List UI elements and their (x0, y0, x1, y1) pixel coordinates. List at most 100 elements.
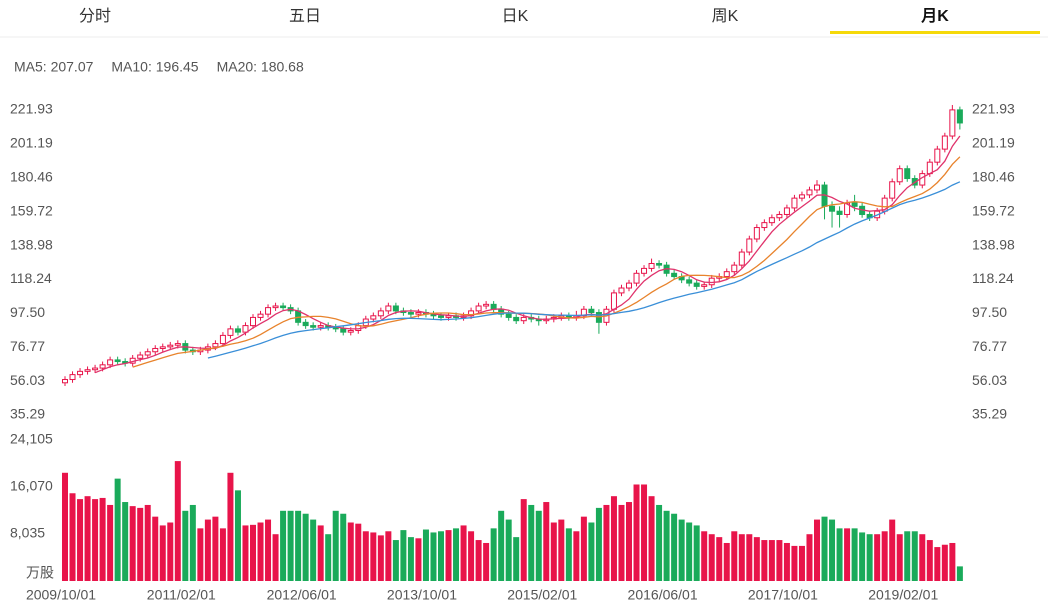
candle-body (889, 181, 896, 199)
volume-bar (603, 504, 610, 581)
volume-bar (340, 513, 347, 581)
volume-tick-label: 16,070 (10, 478, 53, 494)
volume-bar (956, 566, 963, 581)
volume-bar (919, 534, 926, 581)
candle-body (633, 272, 640, 284)
volume-bar (347, 522, 354, 581)
volume-bar (280, 510, 287, 581)
candle-body (219, 334, 226, 345)
x-tick-label: 2017/10/01 (748, 587, 818, 603)
volume-bar (701, 531, 708, 581)
volume-bar (851, 528, 858, 581)
candle-body (618, 287, 625, 294)
volume-bar (265, 519, 272, 581)
y-tick-label-right: 221.93 (972, 101, 1015, 117)
candle-body (167, 344, 174, 348)
ma-line (132, 156, 961, 368)
y-tick-label-right: 35.29 (972, 406, 1007, 422)
candle-body (505, 313, 512, 318)
volume-bar (573, 531, 580, 581)
volume-bar (152, 516, 159, 581)
volume-bar (415, 538, 422, 581)
volume-bar (678, 519, 685, 581)
candle-body (814, 184, 820, 191)
candle-body (896, 168, 903, 183)
y-tick-label-right: 97.50 (972, 304, 1007, 320)
volume-bar (626, 502, 632, 581)
candle-body (723, 271, 730, 278)
volume-bar (325, 534, 332, 581)
volume-bar (746, 534, 753, 581)
candle-body (257, 313, 264, 318)
volume-bar (798, 545, 805, 581)
candle-body (776, 213, 783, 219)
candle-body (174, 343, 181, 346)
candle-body (317, 325, 324, 328)
volume-bar (656, 504, 663, 581)
volume-bar (814, 519, 820, 581)
y-tick-label-right: 56.03 (972, 372, 1007, 388)
volume-bar (407, 537, 414, 581)
candle-body (753, 227, 760, 240)
tab[interactable]: 日K (502, 8, 529, 25)
volume-bar (84, 496, 91, 581)
candle-body (445, 315, 452, 318)
candle-body (302, 321, 309, 327)
candle-body (761, 222, 768, 229)
volume-bar (783, 542, 790, 581)
volume-bar (896, 534, 903, 581)
volume-bar (174, 461, 181, 581)
candle-body (926, 161, 933, 175)
volume-bar (528, 504, 535, 581)
volume-unit: 万股 (26, 565, 54, 581)
candle-body (370, 315, 377, 320)
tab[interactable]: 五日 (289, 8, 321, 25)
volume-bar (92, 499, 99, 581)
candle-body (671, 272, 678, 278)
volume-bar (821, 516, 828, 581)
volume-bar (69, 493, 76, 581)
volume-tick-label: 8,035 (10, 525, 45, 541)
volume-tick-label: 24,105 (10, 431, 53, 447)
volume-bar (731, 531, 738, 581)
y-tick-label-right: 159.72 (972, 202, 1015, 218)
volume-bar (881, 531, 888, 581)
volume-bar (77, 499, 84, 581)
tab[interactable]: 分时 (79, 7, 111, 25)
volume-bar (257, 522, 264, 581)
volume-bar (62, 472, 68, 581)
candle-body (69, 374, 76, 381)
candle-body (806, 189, 813, 196)
volume-bar (460, 525, 467, 581)
volume-bar (204, 519, 211, 581)
candle-body (798, 194, 805, 199)
volume-bar (934, 547, 941, 581)
volume-bar (498, 510, 505, 581)
volume-bar (107, 504, 114, 581)
volume-bar (114, 478, 121, 581)
y-tick-label-right: 138.98 (972, 236, 1015, 252)
tab[interactable]: 周K (712, 8, 739, 25)
candle-body (686, 279, 693, 284)
volume-bar (708, 534, 715, 581)
volume-bar (370, 532, 377, 581)
ma-line (94, 135, 961, 374)
volume-bar (483, 542, 490, 581)
ma-legend: MA5: 207.07 (14, 59, 94, 75)
y-tick-label-right: 118.24 (972, 270, 1014, 286)
volume-bar (836, 528, 843, 581)
candle-body (407, 312, 414, 315)
volume-bar (362, 531, 369, 581)
candle-body (768, 217, 775, 224)
candle-body (310, 325, 317, 328)
candle-body (92, 367, 99, 371)
volume-bar (949, 542, 956, 581)
tab[interactable]: 月K (920, 7, 949, 25)
candle-body (738, 251, 745, 266)
candle-body (656, 262, 663, 266)
candle-body (392, 305, 399, 312)
candle-body (580, 308, 587, 317)
candle-body (791, 197, 798, 209)
volume-bar (490, 528, 497, 581)
candle-body (829, 205, 836, 212)
